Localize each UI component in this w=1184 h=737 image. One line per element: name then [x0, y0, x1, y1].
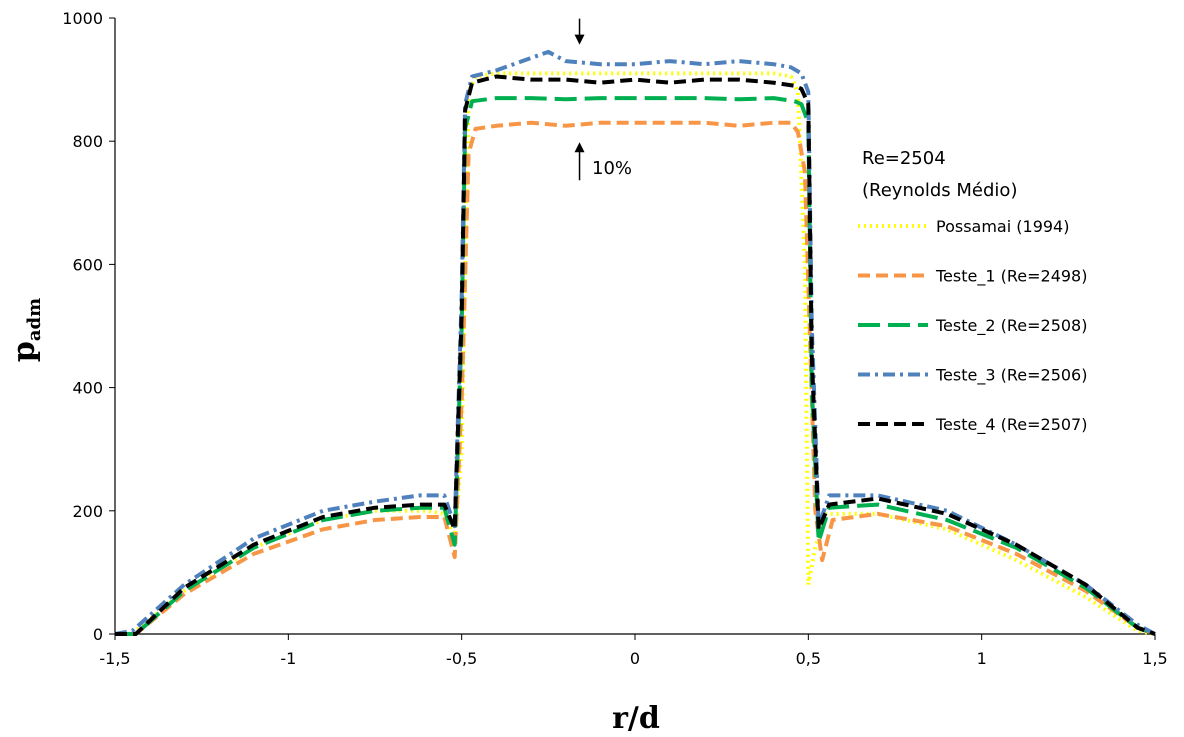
y-tick-label: 800: [72, 132, 103, 151]
x-tick-label: 1: [977, 649, 987, 668]
arrow-up-head: [574, 142, 585, 153]
x-tick-label: 0: [630, 649, 640, 668]
legend-label-3: Teste_2 (Re=2508): [935, 316, 1087, 336]
series-line-3: [115, 96, 1156, 636]
reynolds-description: (Reynolds Médio): [862, 180, 1017, 201]
axis-titles: r/d padm: [7, 298, 660, 736]
x-tick-label: -0,5: [446, 649, 477, 668]
series-group: [114, 49, 1156, 636]
percent-label: 10%: [592, 158, 632, 179]
legend-label-2: Teste_1 (Re=2498): [935, 267, 1087, 287]
y-tick-label: 400: [72, 379, 103, 398]
series-line-4: [114, 49, 1156, 636]
legend-label-5: Teste_4 (Re=2507): [935, 415, 1087, 435]
series-line-2: [115, 120, 1156, 636]
y-tick-label: 0: [93, 625, 103, 644]
y-tick-label: 600: [72, 255, 103, 274]
x-tick-label: -1,5: [99, 649, 130, 668]
legend-label-4: Teste_3 (Re=2506): [935, 366, 1087, 386]
axes: 0 200 400 600 800 1000 -1,5 -1 -0,5 0 0,5 1 1,5: [62, 9, 1167, 668]
x-axis-title: r/d: [612, 701, 660, 736]
legend: Possamai (1994) Teste_1 (Re=2498) Teste_2 …: [858, 217, 1087, 435]
legend-label-1: Possamai (1994): [936, 217, 1069, 236]
x-tick-label: 0,5: [796, 649, 821, 668]
x-tick-label: 1,5: [1142, 649, 1167, 668]
arrow-down-head: [574, 34, 585, 45]
y-tick-label: 200: [72, 502, 103, 521]
y-axis-title: padm: [7, 298, 45, 362]
series-line-1: [115, 71, 1156, 636]
reynolds-label: Re=2504: [862, 148, 946, 169]
annotations: Re=2504 (Reynolds Médio) 10%: [574, 18, 1017, 201]
y-axis-title-sub: adm: [24, 298, 45, 341]
y-tick-label: 1000: [62, 9, 103, 28]
y-axis-title-main: p: [7, 341, 42, 362]
x-tick-label: -1: [280, 649, 296, 668]
series-line-5: [115, 74, 1156, 636]
